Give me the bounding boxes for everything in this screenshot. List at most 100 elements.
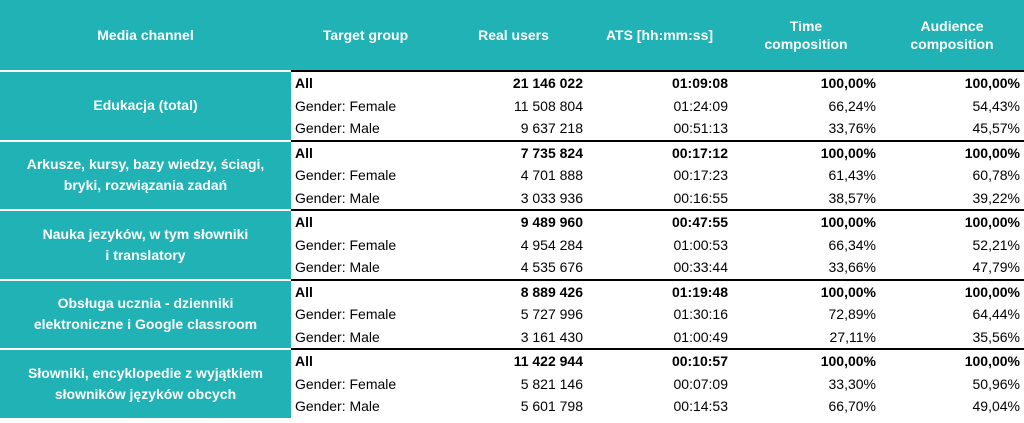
target-group-cell: All — [291, 278, 440, 303]
value-cell: 00:17:12 — [587, 139, 732, 164]
media-channel-cell: Nauka jezyków, w tym słowniki i translato… — [0, 209, 291, 280]
text-line: Real users — [478, 27, 549, 43]
value-cell: 01:00:53 — [673, 236, 729, 253]
value-cell: 100,00% — [732, 348, 880, 373]
value-cell: 5 601 798 — [520, 398, 583, 415]
value-cell: 100,00% — [880, 70, 1024, 95]
target-group-cell: Gender: Male — [295, 189, 380, 206]
value-cell: 01:30:16 — [673, 306, 729, 323]
table-row: Obsługa ucznia - dzienniki elektroniczne … — [0, 278, 1024, 349]
table-row: Gender: Male 3 033 936 00:16:55 38,57% 39,22… — [0, 187, 1024, 211]
value-cell: 52,21% — [972, 236, 1020, 253]
value-cell: 100,00% — [880, 139, 1024, 164]
value-cell: 64,44% — [972, 306, 1020, 323]
table-row: Gender: Male 9 637 218 00:51:13 33,76% 45,57… — [0, 117, 1024, 141]
text-line: Time — [789, 18, 823, 34]
column-header: Time composition — [732, 0, 880, 71]
value-cell: 01:24:09 — [673, 97, 729, 114]
media-channel-cell: Edukacja (total) — [0, 70, 291, 141]
value-cell: 61,43% — [828, 167, 876, 184]
target-group-cell: Gender: Male — [295, 328, 380, 345]
target-group-cell: All — [291, 70, 440, 95]
value-cell: 01:09:08 — [587, 70, 732, 95]
text-line: composition — [764, 36, 848, 52]
value-cell: 00:51:13 — [673, 120, 729, 137]
target-group-cell: Gender: Female — [295, 167, 397, 184]
value-cell: 00:47:55 — [587, 209, 732, 234]
value-cell: 54,43% — [972, 97, 1020, 114]
value-cell: 4 535 676 — [520, 259, 583, 276]
value-cell: 50,96% — [972, 375, 1020, 392]
target-group-cell: All — [291, 209, 440, 234]
value-cell: 00:33:44 — [673, 259, 729, 276]
value-cell: 8 889 426 — [440, 278, 587, 303]
target-group-cell: Gender: Male — [295, 259, 380, 276]
text-line: Arkusze, kursy, bazy wiedzy, ściagi, — [26, 156, 265, 173]
value-cell: 4 701 888 — [520, 167, 583, 184]
text-line: Obsługa ucznia - dzienniki — [57, 295, 234, 312]
target-group-cell: Gender: Female — [295, 306, 397, 323]
table-row: Słowniki, encyklopedie z wyjątkiem słowni… — [0, 348, 1024, 418]
value-cell: 11 508 804 — [513, 97, 583, 114]
target-group-cell: Gender: Male — [295, 120, 380, 137]
text-line: elektroniczne i Google classroom — [33, 316, 258, 333]
text-line: słowników języków obcych — [54, 385, 237, 402]
table-row: Gender: Female 11 508 804 01:24:09 66,24% 54… — [0, 95, 1024, 118]
value-cell: 47,79% — [972, 259, 1020, 276]
value-cell: 9 489 960 — [440, 209, 587, 234]
value-cell: 01:00:49 — [673, 328, 729, 345]
media-channel-cell: Arkusze, kursy, bazy wiedzy, ściagi, bryk… — [0, 139, 291, 210]
value-cell: 00:17:23 — [673, 167, 729, 184]
text-line: i translatory — [105, 246, 186, 263]
text-line: Edukacja (total) — [93, 97, 198, 114]
table-row: Arkusze, kursy, bazy wiedzy, ściagi, bryk… — [0, 139, 1024, 210]
value-cell: 60,78% — [972, 167, 1020, 184]
value-cell: 33,66% — [828, 259, 876, 276]
value-cell: 5 727 996 — [520, 306, 583, 323]
value-cell: 00:07:09 — [673, 375, 729, 392]
table-row: Gender: Female 5 727 996 01:30:16 72,89% 64,… — [0, 303, 1024, 326]
value-cell: 100,00% — [732, 209, 880, 234]
value-cell: 27,11% — [829, 328, 876, 345]
table-row: Gender: Female 4 701 888 00:17:23 61,43% 60,… — [0, 164, 1024, 187]
value-cell: 66,24% — [828, 97, 876, 114]
table-row: Gender: Male 5 601 798 00:14:53 66,70% 49,04… — [0, 395, 1024, 418]
column-header: Real users — [440, 0, 587, 71]
table-body: Edukacja (total) All 21 146 022 01:09:08 100… — [0, 70, 1024, 418]
table-row: Gender: Male 4 535 676 00:33:44 33,66% 47,79… — [0, 256, 1024, 280]
text-line: Audience — [920, 18, 984, 34]
table-row: Edukacja (total) All 21 146 022 01:09:08 100… — [0, 70, 1024, 141]
value-cell: 39,22% — [972, 189, 1020, 206]
text-line: composition — [910, 36, 994, 52]
value-cell: 100,00% — [880, 209, 1024, 234]
target-group-cell: Gender: Female — [295, 375, 397, 392]
value-cell: 49,04% — [972, 398, 1020, 415]
value-cell: 100,00% — [732, 139, 880, 164]
value-cell: 7 735 824 — [440, 139, 587, 164]
value-cell: 3 033 936 — [520, 189, 583, 206]
value-cell: 38,57% — [828, 189, 876, 206]
text-line: Target group — [322, 27, 409, 43]
value-cell: 100,00% — [732, 70, 880, 95]
text-line: Media channel — [97, 27, 194, 43]
value-cell: 72,89% — [828, 306, 876, 323]
value-cell: 100,00% — [880, 348, 1024, 373]
value-cell: 00:16:55 — [673, 189, 729, 206]
target-group-cell: All — [291, 139, 440, 164]
value-cell: 45,57% — [972, 120, 1020, 137]
text-line: bryki, rozwiązania zadań — [63, 177, 228, 194]
column-header: Audience composition — [880, 0, 1024, 71]
table-row: Gender: Male 3 161 430 01:00:49 27,11% 35,56… — [0, 326, 1024, 350]
value-cell: 01:19:48 — [587, 278, 732, 303]
header-row: Media channel Target group Real users ATS [… — [0, 0, 1024, 71]
table-row: Nauka jezyków, w tym słowniki i translato… — [0, 209, 1024, 280]
media-channel-cell: Słowniki, encyklopedie z wyjątkiem słowni… — [0, 348, 291, 418]
value-cell: 66,70% — [828, 398, 876, 415]
value-cell: 33,76% — [828, 120, 876, 137]
value-cell: 11 422 944 — [440, 348, 587, 373]
target-group-cell: Gender: Female — [295, 97, 397, 114]
value-cell: 4 954 284 — [520, 236, 583, 253]
value-cell: 21 146 022 — [440, 70, 587, 95]
